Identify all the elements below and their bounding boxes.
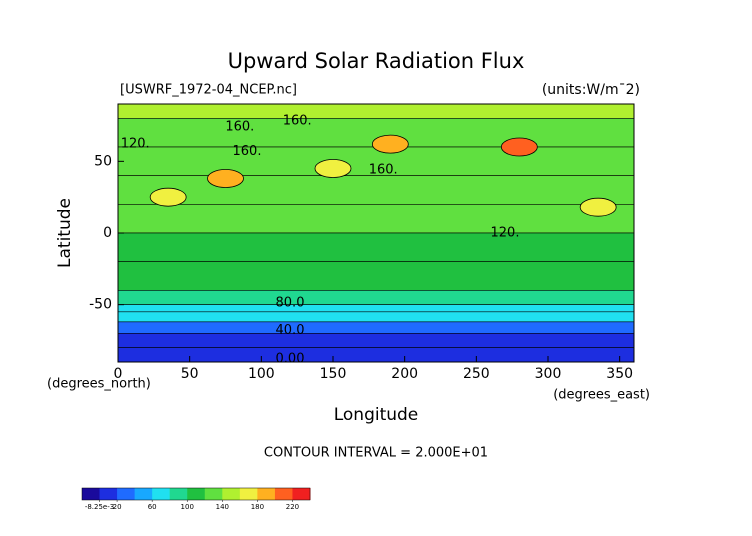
x-tick-label: 150 [320, 366, 347, 382]
field-peak [149, 187, 187, 207]
colorbar-label: 20 [113, 503, 122, 511]
field-band [117, 311, 635, 323]
x-axis-label: Longitude [334, 405, 419, 425]
x-tick-label: 100 [248, 366, 275, 382]
y-unit-label: (degrees_north) [47, 377, 151, 392]
chart-title: Upward Solar Radiation Flux [228, 49, 525, 73]
contour-label: 40.0 [276, 323, 305, 338]
colorbar-frame [81, 487, 311, 501]
x-tick-label: 300 [535, 366, 562, 382]
contour-label: 120. [121, 137, 150, 152]
colorbar-label: 220 [286, 503, 299, 511]
contour-label: 160. [369, 162, 398, 177]
x-tick-label: 350 [606, 366, 633, 382]
colorbar-swatch [152, 488, 171, 500]
colorbar-swatch [239, 488, 258, 500]
x-tick-label: 250 [463, 366, 490, 382]
contour-label: 160. [283, 114, 312, 129]
field-band [117, 232, 635, 262]
field-band [117, 204, 635, 234]
contour-label: 160. [233, 144, 262, 159]
colorbar-label: 140 [216, 503, 229, 511]
colorbar-swatch [82, 488, 101, 500]
colorbar-label: 60 [148, 503, 157, 511]
colorbar-label: 180 [251, 503, 264, 511]
colorbar-swatch [222, 488, 241, 500]
y-tick-label: 0 [103, 225, 112, 241]
colorbar-swatch [134, 488, 153, 500]
field-peak [371, 134, 409, 154]
colorbar-swatch [187, 488, 206, 500]
field-band [117, 333, 635, 348]
units-label: (units:W/m¯2) [542, 82, 640, 98]
field-band [117, 175, 635, 205]
source-label: [USWRF_1972-04_NCEP.nc] [120, 83, 297, 98]
contour-label: 0.00 [276, 352, 305, 367]
field-peak [314, 159, 352, 178]
x-tick-label: 0 [114, 366, 123, 382]
colorbar-label: -8.25e-3 [85, 503, 114, 511]
colorbar-swatch [169, 488, 188, 500]
contour-label: 80.0 [276, 296, 305, 311]
colorbar-label: 100 [181, 503, 194, 511]
x-tick-label: 50 [181, 366, 199, 382]
colorbar-swatch [274, 488, 293, 500]
y-tick-label: 50 [94, 153, 112, 169]
colorbar-swatch [99, 488, 118, 500]
x-tick-label: 200 [391, 366, 418, 382]
y-axis-label: Latitude [55, 198, 75, 268]
y-tick-label: -50 [89, 297, 112, 313]
colorbar-swatch [292, 488, 311, 500]
field-peak [579, 197, 617, 217]
contour-label: 120. [491, 226, 520, 241]
contour-label: 160. [225, 119, 254, 134]
field-peak [500, 137, 538, 157]
field-band [117, 290, 635, 305]
colorbar-swatch [204, 488, 223, 500]
colorbar-swatch [117, 488, 136, 500]
field-band [117, 103, 635, 119]
field-band [117, 347, 635, 363]
field-band [117, 304, 635, 313]
field-band [117, 146, 635, 176]
field-band [117, 321, 635, 334]
field-peak [207, 169, 244, 188]
colorbar-swatch [257, 488, 276, 500]
footnote: CONTOUR INTERVAL = 2.000E+01 [264, 446, 488, 461]
x-unit-label: (degrees_east) [553, 388, 650, 403]
field-band [117, 261, 635, 291]
